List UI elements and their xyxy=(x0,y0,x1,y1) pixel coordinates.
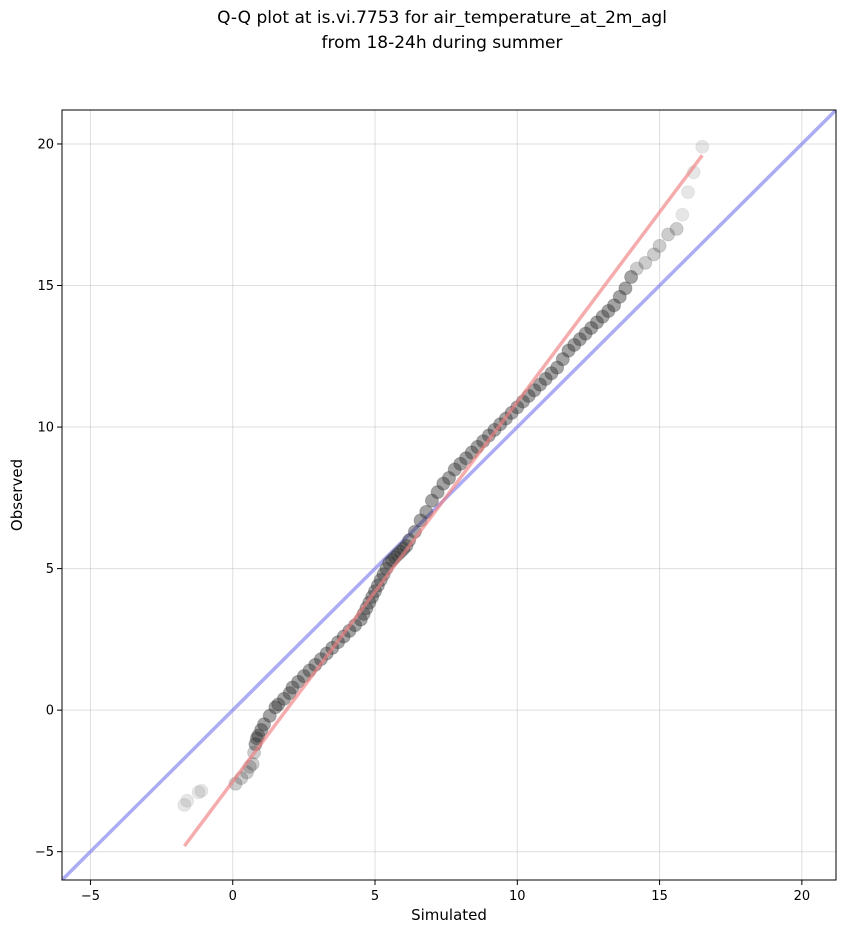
qq-point xyxy=(459,451,474,466)
qq-point xyxy=(257,717,272,732)
qq-point xyxy=(589,315,604,330)
qq-point xyxy=(254,722,269,737)
grid xyxy=(62,110,836,880)
qq-point xyxy=(681,185,696,200)
qq-point xyxy=(285,680,300,695)
qq-point xyxy=(194,783,209,798)
qq-point xyxy=(629,261,644,276)
qq-point xyxy=(177,797,192,812)
qq-point xyxy=(638,255,653,270)
qq-point xyxy=(652,238,667,253)
x-axis-label: Simulated xyxy=(411,906,487,924)
qq-point xyxy=(282,686,297,701)
x-tick-label: 10 xyxy=(509,889,526,904)
qq-point xyxy=(618,281,633,296)
y-tick-label: 10 xyxy=(37,421,54,436)
y-tick-label: 20 xyxy=(37,137,54,152)
qq-point xyxy=(262,708,277,723)
qq-point xyxy=(533,377,548,392)
qq-point xyxy=(567,337,582,352)
qq-point xyxy=(612,289,627,304)
x-tick-label: 0 xyxy=(229,889,237,904)
x-tick-label: 5 xyxy=(371,889,379,904)
qq-point xyxy=(561,343,576,358)
qq-point xyxy=(550,360,565,375)
qq-point xyxy=(646,247,661,262)
qq-point xyxy=(424,493,439,508)
qq-point xyxy=(436,476,451,491)
x-tick-label: −5 xyxy=(81,889,100,904)
qq-point xyxy=(661,227,676,242)
y-tick-label: −5 xyxy=(35,845,54,860)
y-tick-label: 0 xyxy=(46,704,54,719)
x-tick-label: 20 xyxy=(794,889,811,904)
plot-frame xyxy=(61,109,837,881)
qq-point xyxy=(584,320,599,335)
qq-point xyxy=(578,326,593,341)
qq-point xyxy=(595,309,610,324)
qq-point xyxy=(572,332,587,347)
qq-point xyxy=(555,352,570,367)
qq-point xyxy=(544,366,559,381)
y-axis-label: Observed xyxy=(8,459,26,531)
qq-point xyxy=(191,785,206,800)
qq-point xyxy=(538,371,553,386)
qq-point xyxy=(442,471,456,486)
qq-point xyxy=(268,700,283,715)
qq-point xyxy=(669,221,684,236)
chart-title-line-2: from 18-24h during summer xyxy=(322,33,563,53)
plot-area xyxy=(62,110,836,880)
qq-point xyxy=(601,303,616,318)
fit-line xyxy=(182,154,704,848)
chart-title-line-1: Q-Q plot at is.vi.7753 for air_temperatu… xyxy=(217,8,667,28)
axis-ticks: −5 0 5 10 15 20 −5 0 5 10 15 20 xyxy=(35,137,810,904)
qq-point xyxy=(291,674,306,689)
y-tick-label: 15 xyxy=(37,279,54,294)
y-tick-label: 5 xyxy=(46,562,54,577)
qq-point xyxy=(695,139,710,154)
qq-point xyxy=(276,691,291,706)
qq-point xyxy=(607,298,622,313)
qq-point xyxy=(251,728,266,743)
qq-point xyxy=(624,270,639,285)
qq-point xyxy=(180,793,195,808)
x-tick-label: 15 xyxy=(651,889,668,904)
qq-point xyxy=(271,697,286,712)
qq-point xyxy=(453,456,468,471)
qq-point xyxy=(675,207,690,222)
qq-point xyxy=(430,485,445,500)
qq-point xyxy=(447,462,462,477)
